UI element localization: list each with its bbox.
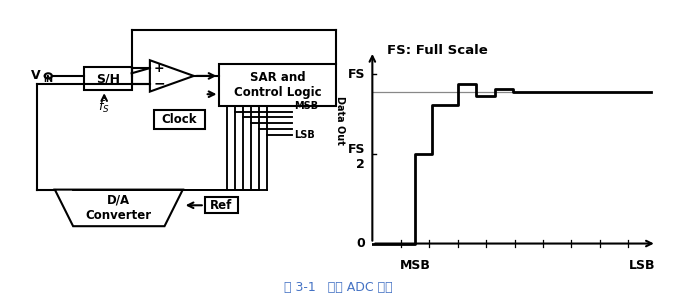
Text: Ref: Ref xyxy=(210,199,232,212)
Text: MSB: MSB xyxy=(399,259,431,272)
Text: FS: FS xyxy=(348,68,366,81)
Text: −: − xyxy=(153,77,165,91)
Text: 2: 2 xyxy=(357,158,366,171)
Text: FS: Full Scale: FS: Full Scale xyxy=(387,44,487,57)
Text: MSB: MSB xyxy=(294,101,318,111)
Text: 图 3-1   经典 ADC 结构: 图 3-1 经典 ADC 结构 xyxy=(284,281,393,294)
Bar xyxy=(154,110,204,129)
Text: IN: IN xyxy=(43,75,53,84)
Polygon shape xyxy=(55,189,183,226)
Polygon shape xyxy=(150,60,194,91)
Bar xyxy=(204,198,238,213)
Text: $f_S$: $f_S$ xyxy=(98,98,110,115)
Text: S/H: S/H xyxy=(96,72,120,85)
Text: FS: FS xyxy=(348,143,366,156)
Text: LSB: LSB xyxy=(629,259,656,272)
Text: 0: 0 xyxy=(357,237,366,250)
Text: V: V xyxy=(30,69,40,82)
Text: D/A
Converter: D/A Converter xyxy=(86,194,152,222)
Text: +: + xyxy=(154,61,165,75)
Text: Data Out: Data Out xyxy=(335,96,345,145)
Bar xyxy=(84,67,131,90)
Text: LSB: LSB xyxy=(294,130,315,140)
Text: SAR and
Control Logic: SAR and Control Logic xyxy=(234,71,322,99)
Text: Clock: Clock xyxy=(161,113,197,126)
Bar xyxy=(219,64,336,106)
